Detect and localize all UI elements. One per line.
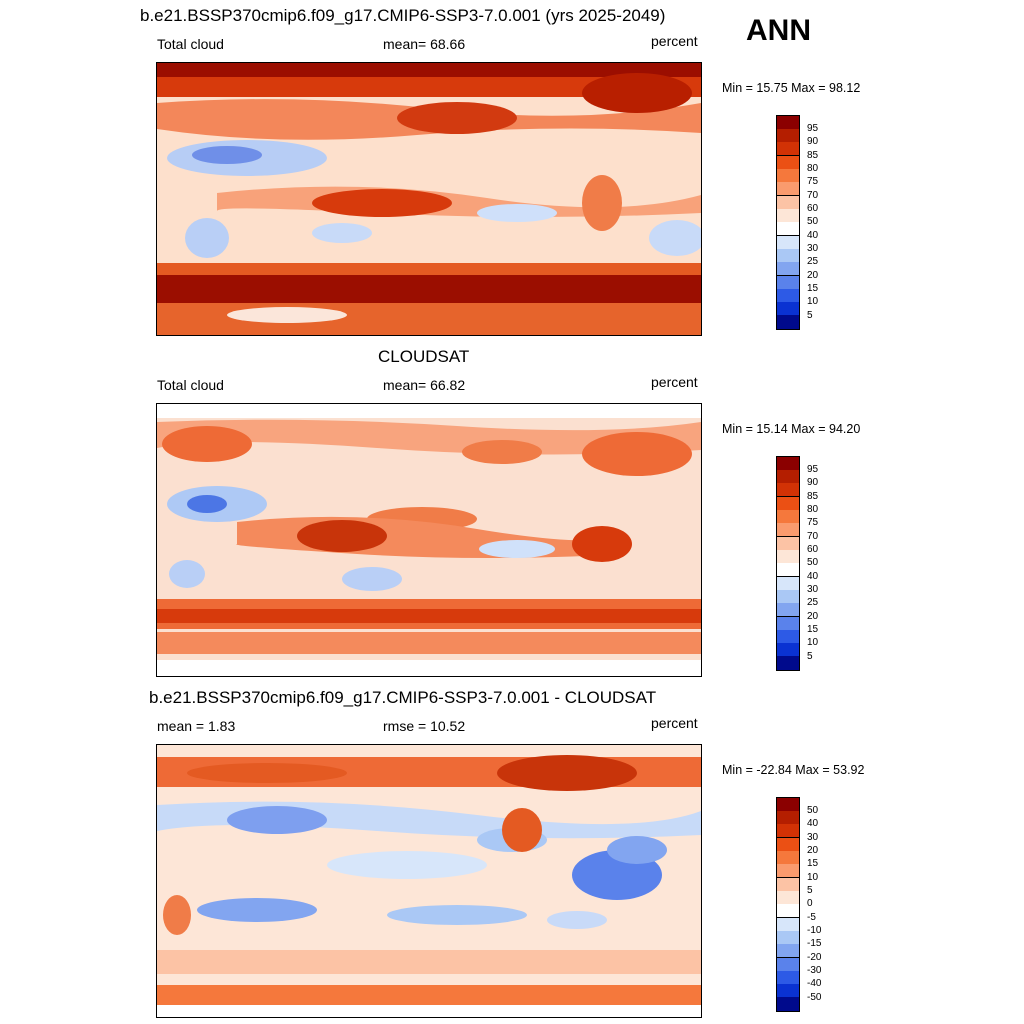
colorbar-tick-label: 25 <box>807 256 819 267</box>
panel2-mean: mean= 66.82 <box>383 377 466 393</box>
colorbar-tick-label: 40 <box>807 571 819 582</box>
colorbar-tick-label: 95 <box>807 123 819 134</box>
panel1-variable-label: Total cloud <box>157 36 224 52</box>
panel3-map-field <box>157 745 701 1017</box>
colorbar-tick-label: -40 <box>807 978 822 989</box>
panel3-rmse: rmse = 10.52 <box>383 718 466 734</box>
panel1-map <box>156 62 702 336</box>
colorbar-tick-label: 50 <box>807 216 819 227</box>
colorbar-tick-label: 0 <box>807 898 813 909</box>
colorbar-tick-label: 75 <box>807 517 819 528</box>
panel1-map-field <box>157 63 701 335</box>
season-label: ANN <box>746 14 811 47</box>
colorbar-tick-label: 80 <box>807 504 819 515</box>
colorbar-tick-label: 5 <box>807 310 813 321</box>
colorbar-tick-label: 10 <box>807 296 819 307</box>
panel3-map <box>156 744 702 1018</box>
colorbar-tick-label: -20 <box>807 952 822 963</box>
colorbar-tick-label: 5 <box>807 885 813 896</box>
panel2-title: CLOUDSAT <box>378 347 470 366</box>
colorbar-tick-label: 85 <box>807 150 819 161</box>
panel1-minmax: Min = 15.75 Max = 98.12 <box>722 81 861 95</box>
colorbar-tick-label: 20 <box>807 845 819 856</box>
colorbar-tick-label: 30 <box>807 832 819 843</box>
panel3-title: b.e21.BSSP370cmip6.f09_g17.CMIP6-SSP3-7.… <box>149 688 657 707</box>
colorbar-tick-label: 90 <box>807 477 819 488</box>
panel2-unit: percent <box>651 374 698 390</box>
colorbar-tick-label: 50 <box>807 805 819 816</box>
colorbar-tick-label: 15 <box>807 283 819 294</box>
colorbar-tick-label: 40 <box>807 818 819 829</box>
colorbar-tick-label: -15 <box>807 938 822 949</box>
colorbar-tick-label: 95 <box>807 464 819 475</box>
colorbar-tick-label: 30 <box>807 584 819 595</box>
colorbar-tick-label: 80 <box>807 163 819 174</box>
colorbar-tick-label: 15 <box>807 624 819 635</box>
colorbar-tick-label: 40 <box>807 230 819 241</box>
panel2-variable-label: Total cloud <box>157 377 224 393</box>
panel3-colorbar: 50 40 30 20 15 10 5 0 -5 -10 -15 -20 -30… <box>776 797 821 1012</box>
colorbar-tick-label: -50 <box>807 992 822 1003</box>
colorbar-tick-label: 20 <box>807 270 819 281</box>
colorbar-tick-label: 5 <box>807 651 813 662</box>
colorbar-tick-label: 60 <box>807 544 819 555</box>
colorbar-tick-label: 75 <box>807 176 819 187</box>
colorbar-tick-label: 15 <box>807 858 819 869</box>
panel3-unit: percent <box>651 715 698 731</box>
panel1-colorbar: 95 90 85 80 75 70 60 50 40 30 25 20 15 1… <box>776 115 818 330</box>
colorbar-tick-label: 25 <box>807 597 819 608</box>
panel3-minmax: Min = -22.84 Max = 53.92 <box>722 763 865 777</box>
colorbar-tick-label: -10 <box>807 925 822 936</box>
panel2-map-field <box>157 404 701 676</box>
panel1-unit: percent <box>651 33 698 49</box>
colorbar-tick-label: 60 <box>807 203 819 214</box>
colorbar-tick-label: 50 <box>807 557 819 568</box>
panel1-mean: mean= 68.66 <box>383 36 466 52</box>
panel2-colorbar: 95 90 85 80 75 70 60 50 40 30 25 20 15 1… <box>776 456 818 671</box>
panel2-minmax: Min = 15.14 Max = 94.20 <box>722 422 861 436</box>
panel1-title: b.e21.BSSP370cmip6.f09_g17.CMIP6-SSP3-7.… <box>140 6 666 25</box>
colorbar-tick-label: 85 <box>807 491 819 502</box>
colorbar-tick-label: 20 <box>807 611 819 622</box>
panel3-mean: mean = 1.83 <box>157 718 236 734</box>
panel2-map <box>156 403 702 677</box>
colorbar-tick-label: 10 <box>807 872 819 883</box>
colorbar-tick-label: 30 <box>807 243 819 254</box>
colorbar-tick-label: 70 <box>807 531 819 542</box>
colorbar-tick-label: 10 <box>807 637 819 648</box>
colorbar-tick-label: -5 <box>807 912 816 923</box>
colorbar-tick-label: -30 <box>807 965 822 976</box>
colorbar-tick-label: 90 <box>807 136 819 147</box>
colorbar-tick-label: 70 <box>807 190 819 201</box>
